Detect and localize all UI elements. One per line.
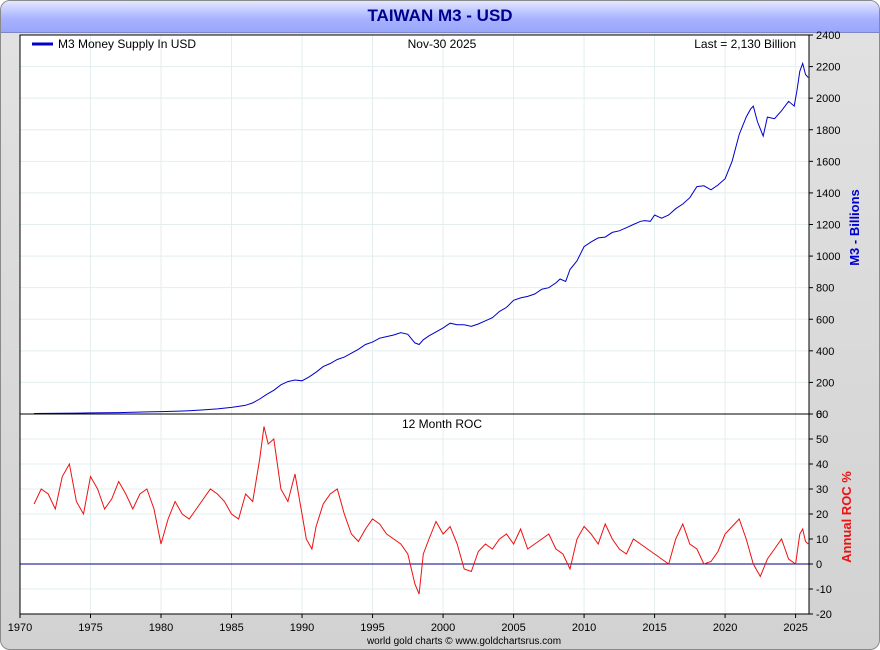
m3-series-line (34, 61, 809, 414)
x-tick-label: 1975 (78, 622, 102, 634)
m3-y-tick-label: 2400 (816, 30, 840, 42)
roc-y-tick-label: 10 (816, 534, 828, 546)
x-tick-label: 1980 (149, 622, 173, 634)
x-axis: 1970 1975 1980 1985 1990 1995 2000 2005 2010 2015… (8, 614, 808, 634)
chart-title: TAIWAN M3 - USD (367, 6, 513, 25)
roc-y-tick-label: 30 (816, 484, 828, 496)
roc-series-line (33, 426, 809, 595)
x-tick-label: 2015 (642, 622, 666, 634)
legend-label: M3 Money Supply In USD (58, 37, 196, 51)
m3-panel: 0 200 400 600 800 1000 1200 1400 1600 1800 2000 220… (19, 30, 862, 421)
x-tick-label: 2025 (783, 622, 807, 634)
roc-y-tick-label: 50 (816, 434, 828, 446)
footer-credit: world gold charts © www.goldchartsrus.co… (366, 636, 561, 647)
m3-y-tick-label: 600 (816, 314, 834, 326)
roc-panel-title: 12 Month ROC (402, 417, 482, 431)
x-tick-label: 2020 (713, 622, 737, 634)
m3-y-axis-label: M3 - Billions (847, 189, 862, 266)
m3-y-tick-label: 1800 (816, 125, 840, 137)
m3-y-tick-label: 200 (816, 377, 834, 389)
x-tick-label: 1985 (219, 622, 243, 634)
roc-y-tick-label: 60 (816, 409, 828, 421)
x-tick-label: 1990 (290, 622, 314, 634)
m3-y-tick-label: 800 (816, 283, 834, 295)
x-tick-label: 1995 (360, 622, 384, 634)
roc-y-axis-label: Annual ROC % (839, 471, 854, 563)
x-tick-label: 1970 (8, 622, 32, 634)
m3-y-tick-label: 1400 (816, 188, 840, 200)
m3-y-tick-label: 0 (816, 409, 822, 421)
roc-y-tick-label: 20 (816, 509, 828, 521)
roc-y-tick-label: -20 (816, 609, 832, 621)
roc-y-tick-label: -10 (816, 584, 832, 596)
m3-y-tick-label: 400 (816, 346, 834, 358)
m3-y-axis: 0 200 400 600 800 1000 1200 1400 1600 1800 2000 220… (809, 30, 840, 421)
m3-y-tick-label: 1000 (816, 251, 840, 263)
m3-y-tick-label: 2200 (816, 62, 840, 74)
roc-y-axis: -20 -10 0 10 20 30 40 50 60 (809, 409, 832, 621)
roc-panel: -20 -10 0 10 20 30 40 50 60 1970 1975 1980 1985 1990… (8, 409, 854, 634)
m3-y-tick-label: 1200 (816, 220, 840, 232)
title-bar: TAIWAN M3 - USD (1, 1, 879, 33)
x-tick-label: 2000 (431, 622, 455, 634)
x-tick-label: 2010 (572, 622, 596, 634)
x-tick-label: 2005 (501, 622, 525, 634)
last-value-label: Last = 2,130 Billion (694, 37, 796, 51)
m3-y-tick-label: 2000 (816, 93, 840, 105)
date-label: Nov-30 2025 (408, 37, 477, 51)
m3-y-tick-label: 1600 (816, 156, 840, 168)
roc-y-tick-label: 40 (816, 459, 828, 471)
roc-y-tick-label: 0 (816, 559, 822, 571)
